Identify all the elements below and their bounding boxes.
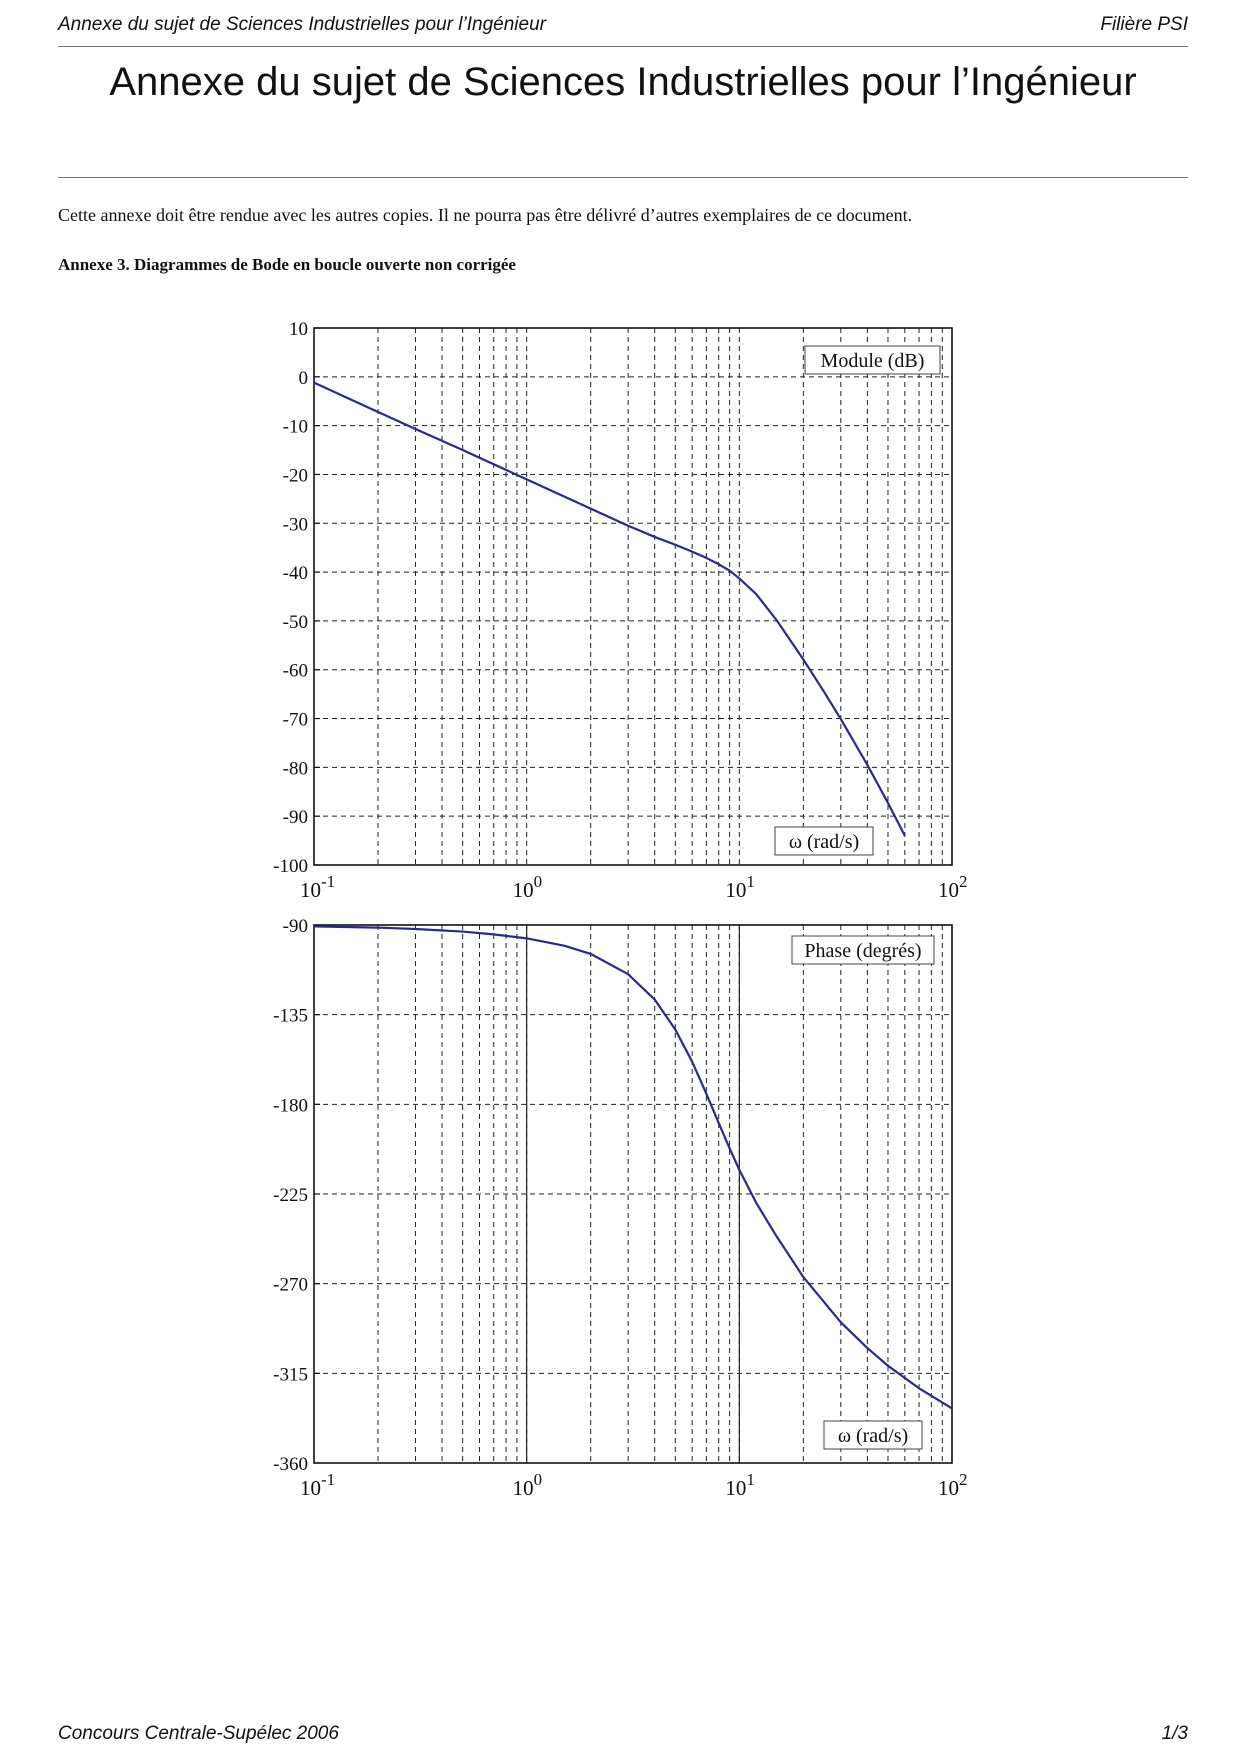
magnitude-xtick-label: 100: [513, 872, 543, 902]
magnitude-curve: [313, 381, 906, 837]
phase-axis-label: ω (rad/s): [838, 1425, 908, 1447]
phase-legend-label: Phase (degrés): [804, 940, 921, 962]
phase-curve: [313, 925, 953, 1410]
magnitude-xtick-label: 10-1: [300, 872, 335, 902]
page-title: Annexe du sujet de Sciences Industrielle…: [109, 60, 1137, 104]
magnitude-ytick-label: 0: [299, 368, 309, 389]
magnitude-ytick-label: -10: [283, 417, 308, 438]
footer-right: 1/3: [1161, 1723, 1188, 1744]
magnitude-ytick-label: 10: [289, 319, 308, 340]
magnitude-axis-label-box: [774, 826, 874, 856]
phase-ytick-label: -225: [273, 1185, 308, 1206]
magnitude-ytick-label: -70: [283, 710, 308, 731]
magnitude-xtick-label: 101: [725, 872, 755, 902]
magnitude-ytick-label: -20: [283, 465, 308, 486]
phase-ytick-label: -360: [273, 1454, 308, 1475]
phase-xtick-label: 10-1: [300, 1470, 335, 1500]
phase-legend-box: [791, 935, 935, 965]
phase-ytick-label: -180: [273, 1095, 308, 1116]
annex-heading: Annexe 3. Diagrammes de Bode en boucle o…: [58, 255, 516, 274]
magnitude-ytick-label: -90: [283, 807, 308, 828]
phase-ytick-label: -90: [283, 916, 308, 937]
running-header-right: Filière PSI: [1100, 14, 1188, 35]
phase-ytick-label: -270: [273, 1275, 308, 1296]
running-header: Annexe du sujet de Sciences Industrielle…: [58, 12, 1188, 47]
running-header-left: Annexe du sujet de Sciences Industrielle…: [58, 14, 546, 35]
phase-xtick-label: 100: [513, 1470, 543, 1500]
phase-axis-label-box: [823, 1420, 923, 1450]
title-divider: [58, 177, 1188, 178]
phase-xtick-label: 101: [725, 1470, 755, 1500]
magnitude-frame: [313, 327, 953, 866]
magnitude-ytick-label: -60: [283, 661, 308, 682]
magnitude-axis-label: ω (rad/s): [789, 831, 859, 853]
magnitude-xtick-label: 102: [938, 872, 968, 902]
intro-paragraph: Cette annexe doit être rendue avec les a…: [58, 205, 913, 225]
magnitude-legend-box: [804, 345, 941, 375]
phase-xtick-label: 102: [938, 1470, 968, 1500]
phase-ytick-label: -135: [273, 1006, 308, 1027]
magnitude-ytick-label: -40: [283, 563, 308, 584]
footer-left: Concours Centrale-Supélec 2006: [58, 1723, 339, 1744]
magnitude-ytick-label: -80: [283, 758, 308, 779]
magnitude-ytick-label: -50: [283, 612, 308, 633]
magnitude-legend-label: Module (dB): [821, 350, 925, 372]
magnitude-ytick-label: -100: [273, 856, 308, 877]
magnitude-ytick-label: -30: [283, 514, 308, 535]
phase-ytick-label: -315: [273, 1364, 308, 1385]
